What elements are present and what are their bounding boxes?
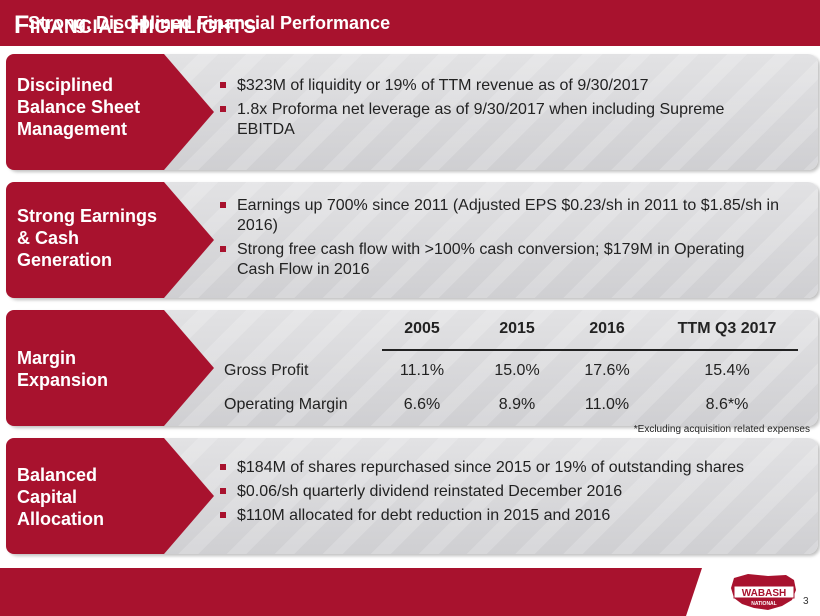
logo-subtext: NATIONAL [751,601,776,607]
table-cell: 6.6% [403,396,441,413]
section-earnings: Strong Earnings & Cash Generation Earnin… [6,182,818,298]
footer-bar [0,568,820,616]
chevron-arrow [6,310,214,426]
header-rule [382,349,798,351]
section-capital: Balanced Capital Allocation $184M of sha… [6,438,818,554]
bullet-icon [220,202,226,208]
bullet-list: $323M of liquidity or 19% of TTM revenue… [220,76,760,144]
page-title: FINANCIAL HIGHLIGHTS [14,11,257,39]
logo-text: WABASH [742,588,786,599]
margin-table: 2005 2015 2016 TTM Q3 2017 Gross Profit … [212,320,812,435]
column-header: 2015 [499,320,535,337]
section-title: Strong Earnings & Cash Generation [17,206,158,270]
bullet-list: Earnings up 700% since 2011 (Adjusted EP… [220,196,780,284]
chevron-arrow [6,438,214,554]
footnote: *Excluding acquisition related expenses [633,424,810,435]
table-cell: 11.1% [399,362,445,379]
list-item: 1.8x Proforma net leverage as of 9/30/20… [220,100,760,140]
table-cell: 17.6% [584,362,630,379]
list-item: $0.06/sh quarterly dividend reinstated D… [220,482,790,502]
table-cell: 8.6*% [705,396,749,413]
list-item: $184M of shares repurchased since 2015 o… [220,458,790,478]
table-cell: 15.0% [494,362,540,379]
title-bar [0,0,820,46]
chevron-arrow [6,182,214,298]
section-margin: Margin Expansion 2005 2015 2016 TTM Q3 2… [6,310,818,435]
section-title: Margin Expansion [17,348,109,390]
section-title: Disciplined Balance Sheet Management [17,75,141,139]
page-number: 3 [803,596,809,607]
list-item: $323M of liquidity or 19% of TTM revenue… [220,76,760,96]
footer-tagline: Strong, Disciplined Financial Performanc… [28,13,391,33]
column-header: TTM Q3 2017 [677,320,777,337]
wabash-logo: WABASH NATIONAL [731,574,796,610]
bullet-icon [220,106,226,112]
bullet-icon [220,82,226,88]
bullet-list: $184M of shares repurchased since 2015 o… [220,458,790,530]
list-item: Earnings up 700% since 2011 (Adjusted EP… [220,196,780,236]
bullet-icon [220,464,226,470]
bullet-icon [220,246,226,252]
chevron-arrow [6,54,214,170]
column-header: 2005 [404,320,440,337]
table-cell: 15.4% [704,362,750,379]
row-label: Gross Profit [224,362,309,379]
table-cell: 11.0% [584,396,630,413]
list-item: $110M allocated for debt reduction in 20… [220,506,790,526]
table-cell: 8.9% [498,396,536,413]
list-item: Strong free cash flow with >100% cash co… [220,240,780,280]
bullet-icon [220,488,226,494]
section-title: Balanced Capital Allocation [17,465,105,529]
column-header: 2016 [589,320,625,337]
section-balance-sheet: Disciplined Balance Sheet Management $32… [6,54,818,170]
row-label: Operating Margin [224,396,348,413]
bullet-icon [220,512,226,518]
